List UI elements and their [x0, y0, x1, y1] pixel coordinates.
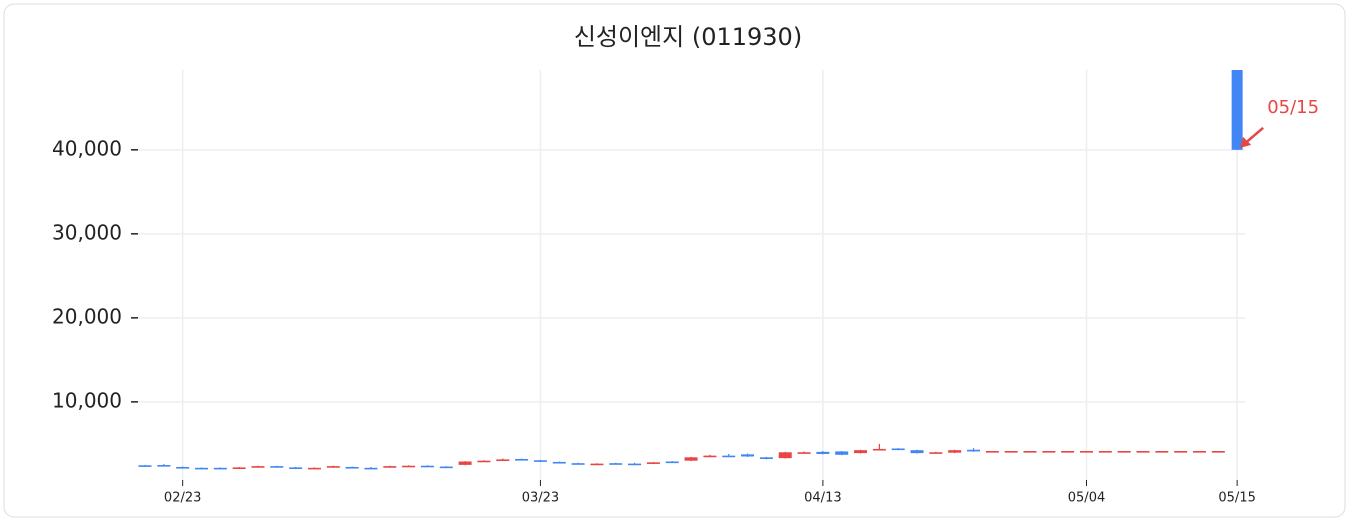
candle-body: [948, 450, 962, 453]
candle-body: [138, 465, 152, 467]
candle-body: [778, 452, 792, 459]
candle-body: [439, 466, 453, 469]
candle-body: [176, 466, 190, 469]
x-tick-label: 03/23: [522, 491, 559, 506]
candle-body: [515, 458, 529, 461]
candle-body: [835, 451, 849, 455]
candle-body: [157, 465, 171, 467]
y-tick-label: 40,000: [52, 136, 122, 160]
candle-body: [1080, 451, 1093, 453]
candle-body: [213, 467, 227, 470]
candle-body: [985, 451, 999, 453]
candle-body: [496, 459, 510, 462]
candle-body: [232, 467, 246, 469]
candle-body: [1042, 451, 1056, 453]
candle-body: [1004, 451, 1018, 453]
candle-body: [910, 450, 924, 454]
candle-body: [1098, 451, 1112, 453]
candle-body: [402, 465, 416, 468]
candle-body: [759, 457, 773, 459]
candle-body: [326, 466, 340, 468]
candle-body: [722, 455, 736, 458]
candle-body: [1061, 451, 1075, 453]
candle-body: [1136, 451, 1150, 453]
chart-title: 신성이엔지 (011930): [574, 23, 802, 51]
candle-body: [1117, 451, 1131, 453]
candle-body: [477, 460, 491, 463]
x-tick-label: 05/15: [1218, 491, 1255, 506]
candle-body: [270, 466, 284, 468]
candle-body: [665, 461, 679, 464]
candle-body: [609, 463, 623, 465]
candle-body: [383, 466, 397, 468]
y-tick-label: 20,000: [52, 304, 122, 328]
candle-body: [929, 452, 943, 454]
candle-body: [345, 466, 359, 469]
candle-body: [646, 462, 660, 464]
y-tick-label: 30,000: [52, 220, 122, 244]
candle-body: [684, 457, 698, 461]
candle-body: [741, 454, 755, 457]
candle-body: [1174, 451, 1188, 453]
candle-body: [1231, 70, 1243, 150]
candle-body: [703, 455, 717, 458]
candle-body: [364, 467, 378, 470]
candle-body: [628, 463, 642, 466]
candle-body: [289, 467, 303, 469]
x-tick-label: 04/13: [804, 491, 841, 506]
candle-body: [967, 449, 981, 452]
candle-body: [1192, 451, 1206, 453]
y-tick-label: 10,000: [52, 388, 122, 412]
x-tick-label: 02/23: [164, 491, 201, 506]
annotation: 05/15: [1267, 97, 1319, 118]
candle-body: [458, 461, 472, 465]
candle-body: [420, 465, 434, 468]
candle-body: [854, 450, 868, 454]
candle-body: [533, 460, 547, 462]
candle-body: [1211, 451, 1225, 453]
candle-body: [891, 448, 905, 451]
candle-body: [872, 448, 886, 451]
card: [3, 3, 1346, 518]
candle-body: [194, 467, 208, 470]
candle-body: [1023, 451, 1037, 453]
candle-body: [590, 463, 604, 466]
candle-body: [307, 467, 321, 470]
annotation-arrowhead: [1240, 136, 1252, 148]
x-tick-label: 05/04: [1068, 491, 1105, 506]
candle-body: [571, 463, 585, 465]
candle-body: [552, 461, 566, 464]
candle-body: [797, 452, 811, 454]
candle-body: [251, 466, 265, 468]
candle-body: [816, 451, 830, 454]
candle-body: [1155, 451, 1169, 453]
